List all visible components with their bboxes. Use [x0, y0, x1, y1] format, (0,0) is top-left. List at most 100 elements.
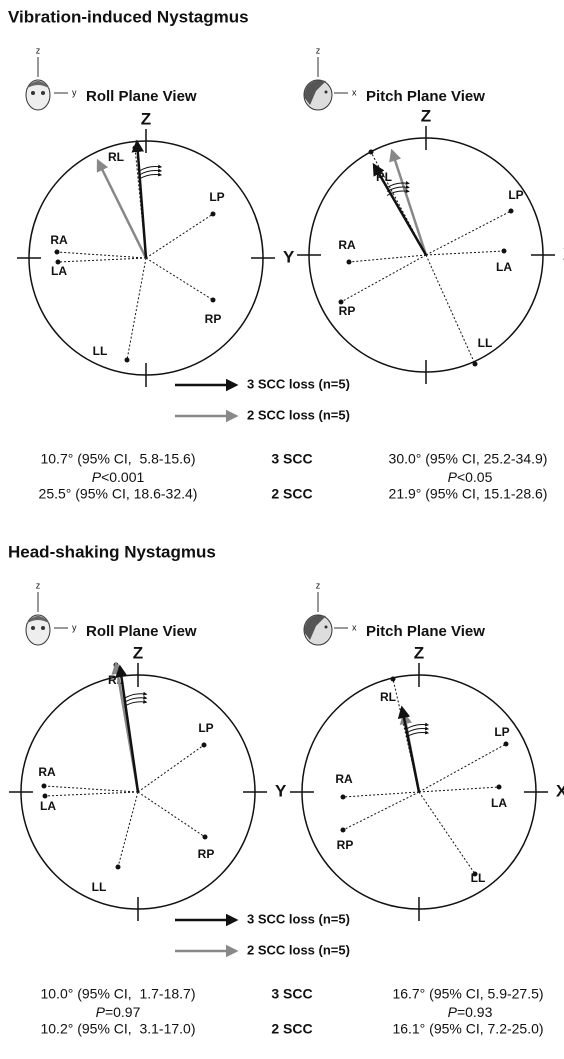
canal-line [45, 792, 138, 796]
canal-label: RL [108, 150, 124, 164]
canal-line [146, 214, 213, 258]
canal-label: LL [478, 336, 493, 350]
p-value: P<0.001 [92, 469, 145, 485]
p-number: =0.97 [105, 1004, 141, 1020]
head-axis-label: x [352, 622, 357, 632]
view-label: Pitch Plane View [366, 88, 485, 105]
canal-label: RA [338, 238, 356, 252]
head-axis-label: z [316, 45, 321, 55]
rotation-arrow [139, 175, 161, 180]
legend-label: 3 SCC loss (n=5) [247, 911, 350, 926]
stat-right: 16.7° (95% CI, 5.9-27.5) [392, 986, 543, 1002]
vector-3scc [402, 708, 419, 792]
canal-dot [502, 249, 507, 254]
canal-line [57, 252, 146, 258]
stat-left: 10.0° (95% CI, 1.7-18.7) [40, 986, 195, 1002]
stat-right: 16.1° (95% CI, 7.2-25.0) [392, 1021, 543, 1037]
p-value: P=0.97 [96, 1004, 141, 1020]
p-value: P<0.05 [448, 469, 493, 485]
canal-label: RP [339, 304, 356, 318]
canal-dot [55, 250, 60, 255]
canal-line [146, 258, 213, 300]
stat-right: 30.0° (95% CI, 25.2-34.9) [389, 451, 548, 467]
canal-line [343, 792, 419, 830]
canal-dot [504, 742, 509, 747]
canal-label: LA [496, 260, 512, 274]
canal-dot [473, 362, 478, 367]
vertical-axis-label: Z [414, 643, 424, 662]
head-axis-label: y [72, 622, 77, 632]
canal-label: RA [335, 772, 353, 786]
head-axis-label: x [352, 87, 357, 97]
legend-label: 2 SCC loss (n=5) [247, 407, 350, 422]
vector-3scc [120, 667, 138, 792]
canal-label: LL [92, 880, 107, 894]
canal-line [426, 211, 511, 255]
canal-dot [497, 785, 502, 790]
head-icon [26, 592, 68, 645]
figure: Vibration-induced NystagmuszyRoll Plane … [0, 0, 564, 1059]
canal-line [118, 792, 138, 867]
canal-dot [347, 260, 352, 265]
rotation-arrow [125, 702, 147, 707]
canal-label: LA [40, 799, 56, 813]
p-number: <0.001 [101, 469, 144, 485]
canal-label: RA [38, 765, 56, 779]
canal-label: LP [198, 721, 213, 735]
canal-label: LA [51, 264, 67, 278]
canal-line [419, 744, 506, 792]
stat-group: 3 SCC [271, 986, 312, 1002]
head-icon [26, 57, 68, 110]
canal-dot [43, 794, 48, 799]
legend-label: 3 SCC loss (n=5) [247, 376, 350, 391]
head-axis-label: y [72, 87, 77, 97]
canal-dot [202, 743, 207, 748]
canal-dot [391, 677, 396, 682]
canal-dot [369, 150, 374, 155]
horizontal-axis-label: Y [275, 781, 287, 800]
canal-line [419, 792, 475, 874]
canal-label: RP [205, 312, 222, 326]
canal-line [343, 792, 419, 797]
canal-dot [341, 795, 346, 800]
canal-label: LL [93, 344, 108, 358]
stat-group: 3 SCC [271, 451, 312, 467]
horizontal-axis-label: Y [283, 247, 295, 266]
head-axis-label: z [36, 45, 41, 55]
vertical-axis-label: Z [141, 109, 151, 128]
canal-label: RA [50, 233, 68, 247]
stat-group: 2 SCC [271, 1021, 312, 1037]
head-eye [325, 626, 328, 629]
canal-dot [509, 209, 514, 214]
canal-label: LP [508, 188, 523, 202]
stat-right: 21.9° (95% CI, 15.1-28.6) [389, 486, 548, 502]
head-icon [304, 592, 348, 645]
head-icon [304, 57, 348, 110]
horizontal-axis-label: X [556, 781, 564, 800]
canal-line [138, 745, 204, 792]
canal-line [127, 258, 146, 360]
canal-label: LL [471, 871, 486, 885]
canal-label: LP [209, 190, 224, 204]
canal-dot [116, 865, 121, 870]
legend-label: 2 SCC loss (n=5) [247, 942, 350, 957]
canal-label: RP [337, 838, 354, 852]
canal-label: RL [380, 690, 396, 704]
section-title: Head-shaking Nystagmus [8, 542, 216, 561]
view-label: Pitch Plane View [366, 623, 485, 640]
p-number: <0.05 [457, 469, 493, 485]
vertical-axis-label: Z [133, 643, 143, 662]
canal-line [426, 255, 475, 364]
canal-label: RP [198, 847, 215, 861]
canal-dot [341, 828, 346, 833]
head-eye [41, 91, 45, 95]
head-axis-label: z [316, 580, 321, 590]
canal-dot [42, 784, 47, 789]
stat-left: 10.2° (95% CI, 3.1-17.0) [40, 1021, 195, 1037]
vertical-axis-label: Z [421, 106, 431, 125]
stat-group: 2 SCC [271, 486, 312, 502]
canal-label: LA [491, 796, 507, 810]
canal-line [138, 792, 205, 837]
canal-line [426, 251, 504, 255]
stat-left: 10.7° (95% CI, 5.8-15.6) [40, 451, 195, 467]
